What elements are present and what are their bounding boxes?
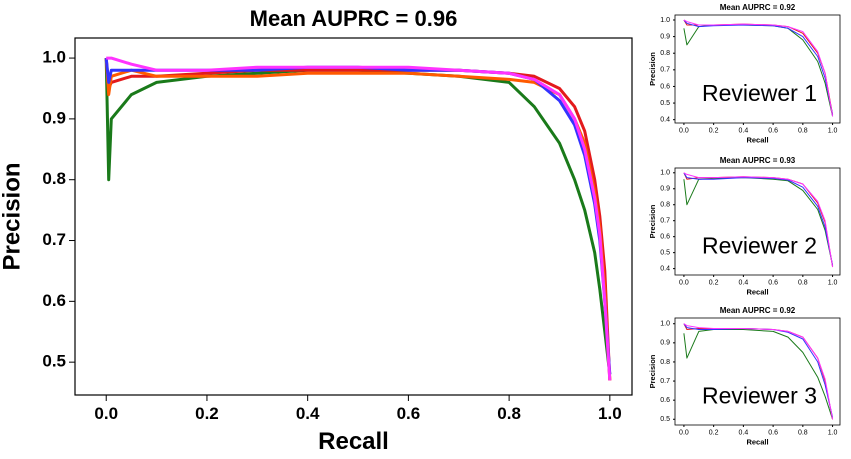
pr-curve (683, 19, 834, 117)
x-tick-label: 1.0 (828, 429, 838, 436)
y-tick-label: 0.5 (660, 416, 670, 423)
annotation: Reviewer 3 (702, 382, 817, 408)
x-axis-label: Recall (746, 136, 768, 145)
x-tick-label: 0.4 (739, 279, 749, 286)
y-tick-label: 0.5 (42, 352, 66, 371)
pr-curve (683, 323, 834, 420)
x-tick-label: 0.8 (798, 279, 808, 286)
pr-curve (683, 19, 834, 115)
y-tick-label: 0.9 (660, 340, 670, 347)
chart-title: Mean AUPRC = 0.96 (250, 6, 458, 31)
y-tick-label: 0.6 (660, 397, 670, 404)
x-tick-label: 0.2 (709, 429, 719, 436)
y-tick-label: 0.4 (660, 117, 670, 124)
x-tick-label: 1.0 (598, 404, 622, 423)
y-tick-label: 0.5 (660, 249, 670, 256)
y-tick-label: 0.8 (42, 169, 66, 188)
pr-curve (683, 172, 834, 266)
y-tick-label: 0.8 (660, 202, 670, 209)
pr-curve (683, 329, 834, 420)
y-tick-label: 0.7 (660, 218, 670, 225)
x-tick-label: 0.8 (497, 404, 521, 423)
y-tick-label: 1.0 (660, 17, 670, 24)
pr-curve (683, 172, 834, 268)
y-tick-label: 0.6 (42, 291, 66, 310)
x-tick-label: 0.6 (768, 429, 778, 436)
y-tick-label: 0.7 (42, 230, 66, 249)
y-tick-label: 0.8 (660, 50, 670, 57)
pr-curve (104, 58, 612, 375)
x-tick-label: 0.2 (709, 279, 719, 286)
x-tick-label: 0.0 (679, 279, 689, 286)
x-tick-label: 0.6 (397, 404, 421, 423)
x-tick-label: 0.4 (296, 404, 320, 423)
x-tick-label: 1.0 (828, 279, 838, 286)
pr-curve (106, 56, 612, 381)
pr-curve (683, 177, 834, 266)
chart-title: Mean AUPRC = 0.92 (720, 306, 796, 315)
y-tick-label: 1.0 (42, 48, 66, 67)
x-axis-label: Recall (318, 428, 389, 455)
plot-frame (674, 14, 841, 124)
annotation: Reviewer 2 (702, 232, 817, 258)
y-tick-label: 0.8 (660, 359, 670, 366)
y-tick-label: 0.6 (660, 234, 670, 241)
y-tick-label: 0.6 (660, 83, 670, 90)
x-tick-label: 0.8 (798, 127, 808, 134)
chart-title: Mean AUPRC = 0.93 (720, 156, 796, 165)
x-tick-label: 0.8 (798, 429, 808, 436)
y-tick-label: 0.5 (660, 100, 670, 107)
x-axis-label: Recall (746, 288, 768, 297)
x-tick-label: 0.6 (768, 127, 778, 134)
plot-frame (674, 167, 841, 276)
plot-frame (74, 37, 633, 396)
y-tick-label: 1.0 (660, 321, 670, 328)
x-tick-label: 0.0 (679, 429, 689, 436)
x-tick-label: 1.0 (828, 127, 838, 134)
y-tick-label: 0.9 (42, 108, 66, 127)
x-tick-label: 0.0 (679, 127, 689, 134)
y-tick-label: 0.7 (660, 378, 670, 385)
x-tick-label: 0.4 (739, 127, 749, 134)
y-axis-label: Precision (648, 354, 657, 388)
x-axis-label: Recall (746, 438, 768, 447)
x-tick-label: 0.2 (709, 127, 719, 134)
y-tick-label: 0.7 (660, 67, 670, 74)
y-axis-label: Precision (0, 162, 25, 270)
annotation: Reviewer 1 (702, 80, 817, 106)
y-tick-label: 0.4 (660, 265, 670, 272)
y-tick-label: 0.9 (660, 186, 670, 193)
x-tick-label: 0.4 (739, 429, 749, 436)
y-tick-label: 1.0 (660, 170, 670, 177)
chart-title: Mean AUPRC = 0.92 (720, 3, 796, 12)
x-tick-label: 0.2 (195, 404, 219, 423)
y-axis-label: Precision (648, 204, 657, 238)
y-axis-label: Precision (648, 52, 657, 86)
x-tick-label: 0.0 (94, 404, 118, 423)
y-tick-label: 0.9 (660, 33, 670, 40)
x-tick-label: 0.6 (768, 279, 778, 286)
plot-frame (674, 317, 841, 426)
